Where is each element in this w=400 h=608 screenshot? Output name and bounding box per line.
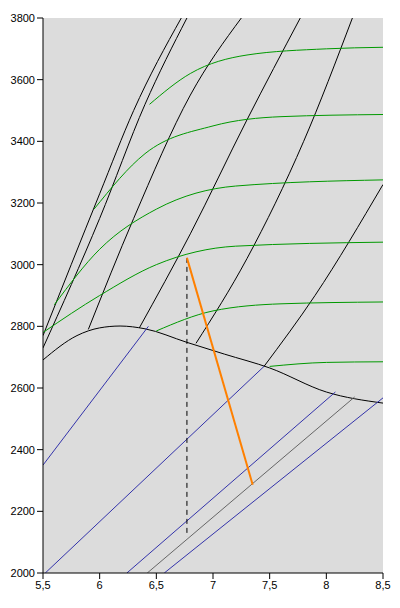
svg-text:2200: 2200	[11, 505, 35, 517]
svg-text:3600: 3600	[11, 74, 35, 86]
svg-text:6: 6	[97, 579, 103, 591]
svg-text:8: 8	[323, 579, 329, 591]
svg-text:3800: 3800	[11, 12, 35, 24]
svg-text:3000: 3000	[11, 259, 35, 271]
svg-text:7,5: 7,5	[262, 579, 277, 591]
svg-text:6,5: 6,5	[149, 579, 164, 591]
svg-text:3200: 3200	[11, 197, 35, 209]
svg-text:8,5: 8,5	[375, 579, 390, 591]
svg-text:5,5: 5,5	[35, 579, 50, 591]
svg-text:7: 7	[210, 579, 216, 591]
svg-text:2800: 2800	[11, 320, 35, 332]
svg-text:2400: 2400	[11, 444, 35, 456]
svg-text:2000: 2000	[11, 567, 35, 579]
svg-text:2600: 2600	[11, 382, 35, 394]
svg-text:3400: 3400	[11, 135, 35, 147]
